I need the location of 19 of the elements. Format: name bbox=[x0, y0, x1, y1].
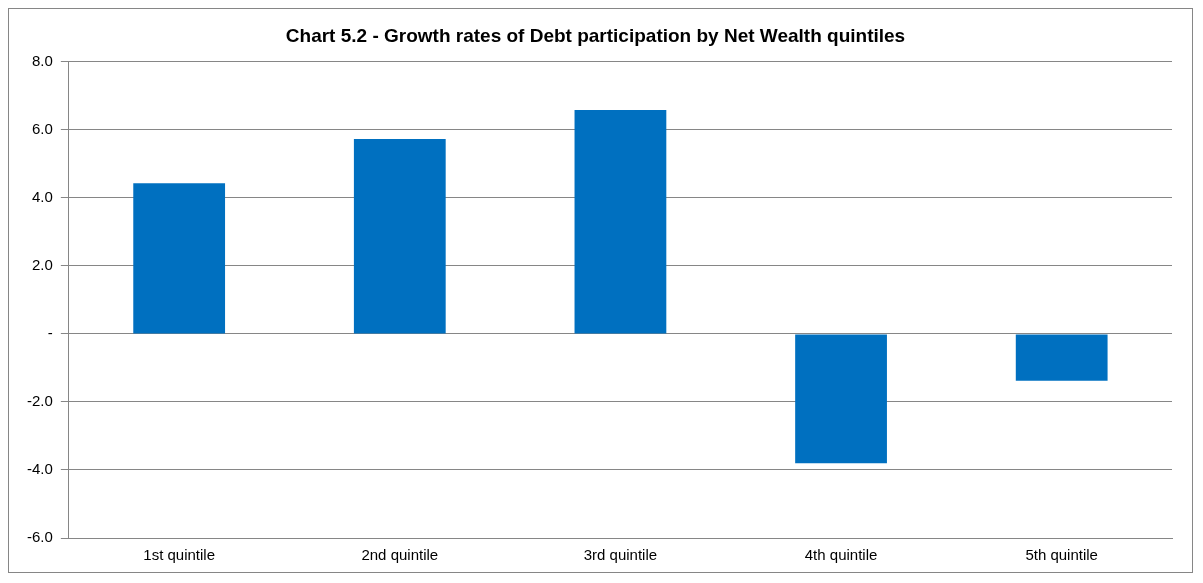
bar bbox=[795, 334, 887, 464]
x-tick-label: 2nd quintile bbox=[361, 546, 439, 564]
x-tick-label: 4th quintile bbox=[804, 546, 878, 564]
chart-title: Chart 5.2 - Growth rates of Debt participation by Net Wealth quintiles bbox=[285, 24, 906, 46]
bar bbox=[574, 110, 667, 334]
y-tick-label: -4.0 bbox=[26, 460, 53, 478]
y-tick-label: 8.0 bbox=[31, 51, 53, 69]
y-tick-label: - bbox=[47, 324, 53, 342]
y-tick-label: 4.0 bbox=[31, 188, 53, 205]
bar bbox=[133, 183, 226, 334]
y-tick-label: -2.0 bbox=[26, 392, 53, 410]
bar bbox=[1015, 334, 1108, 381]
y-tick-label: 6.0 bbox=[31, 119, 53, 137]
y-tick-label: -6.0 bbox=[26, 528, 53, 546]
x-tick-label: 1st quintile bbox=[143, 546, 216, 564]
bar bbox=[353, 139, 446, 334]
x-tick-label: 3rd quintile bbox=[583, 546, 658, 564]
y-tick-label: 2.0 bbox=[31, 256, 53, 274]
x-tick-label: 5th quintile bbox=[1025, 546, 1098, 564]
